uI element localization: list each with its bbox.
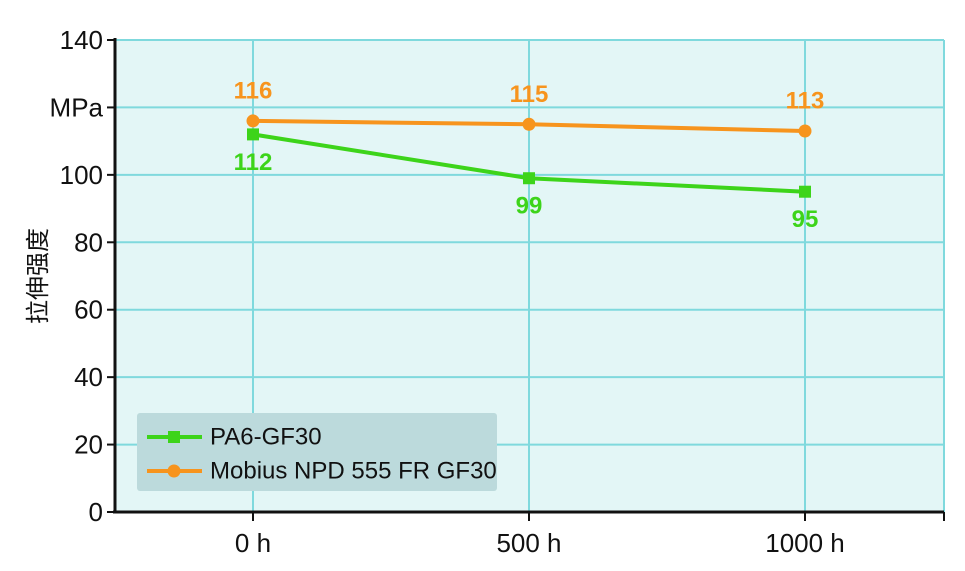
data-label: 115 bbox=[510, 81, 549, 108]
legend-label: Mobius NPD 555 FR GF30 bbox=[210, 458, 497, 485]
y-tick-label: 140 bbox=[60, 25, 103, 55]
x-axis-ticks: 0 h 500 h 1000 h bbox=[235, 512, 945, 558]
x-tick-label: 1000 h bbox=[765, 528, 845, 558]
y-tick-label: MPa bbox=[50, 92, 104, 122]
legend-marker-square bbox=[168, 431, 180, 443]
legend-label: PA6-GF30 bbox=[210, 424, 322, 451]
data-point-square bbox=[523, 172, 535, 185]
legend-marker-circle bbox=[167, 464, 181, 478]
y-tick-label: 40 bbox=[74, 362, 103, 392]
x-tick-label: 500 h bbox=[496, 528, 561, 558]
y-axis-ticks: 0 20 40 60 80 100 MPa 140 bbox=[50, 25, 115, 527]
y-tick-label: 60 bbox=[74, 295, 103, 325]
data-point-circle bbox=[246, 114, 260, 128]
data-point-circle bbox=[522, 117, 536, 131]
y-axis-label: 拉伸强度 bbox=[24, 228, 52, 324]
series-layer: 112 99 95 116 115 113 bbox=[234, 77, 825, 233]
y-tick-label: 80 bbox=[74, 227, 103, 257]
y-tick-label: 20 bbox=[74, 430, 103, 460]
data-label: 116 bbox=[234, 77, 273, 104]
legend-box bbox=[137, 413, 497, 491]
y-tick-label: 0 bbox=[89, 497, 103, 527]
data-point-square bbox=[247, 128, 259, 141]
x-tick-label: 0 h bbox=[235, 528, 271, 558]
data-label: 113 bbox=[786, 88, 825, 115]
y-tick-label: 100 bbox=[60, 160, 103, 190]
data-label: 112 bbox=[234, 149, 273, 176]
data-point-square bbox=[799, 185, 811, 198]
data-point-circle bbox=[798, 124, 812, 138]
data-label: 99 bbox=[516, 193, 543, 220]
legend: PA6-GF30 Mobius NPD 555 FR GF30 bbox=[137, 413, 497, 491]
data-label: 95 bbox=[792, 206, 819, 233]
